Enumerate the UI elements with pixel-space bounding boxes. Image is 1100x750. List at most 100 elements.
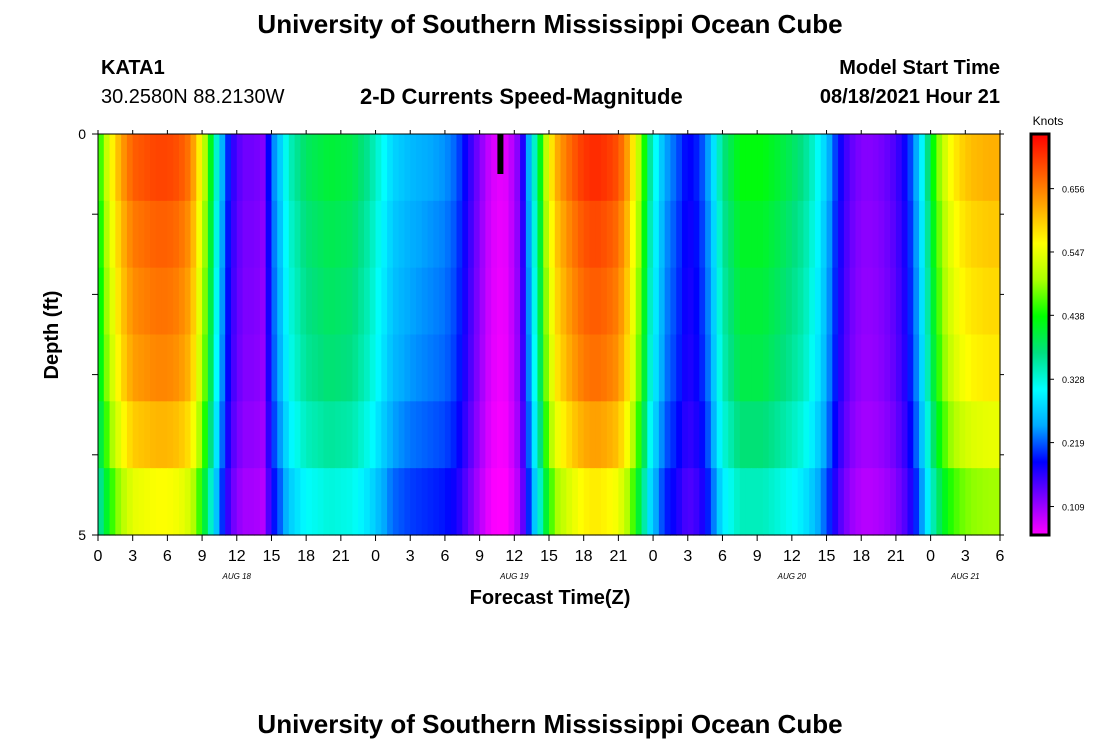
heatmap-cell bbox=[930, 401, 937, 469]
heatmap-cell bbox=[687, 401, 695, 469]
heatmap-cell bbox=[167, 334, 174, 402]
heatmap-cell bbox=[670, 200, 677, 269]
heatmap-cell bbox=[716, 267, 724, 336]
heatmap-cell bbox=[323, 401, 330, 469]
heatmap-cell bbox=[797, 267, 805, 336]
heatmap-cell bbox=[98, 401, 105, 469]
heatmap-cell bbox=[942, 468, 949, 536]
heatmap-cell bbox=[479, 134, 486, 202]
heatmap-cell bbox=[751, 468, 758, 536]
heatmap-cell bbox=[549, 401, 556, 469]
heatmap-cell bbox=[190, 134, 197, 202]
heatmap-cell bbox=[225, 200, 232, 269]
heatmap-cell bbox=[757, 267, 764, 336]
heatmap-cell bbox=[242, 334, 249, 402]
heatmap-cell bbox=[283, 334, 290, 402]
heatmap-cell bbox=[947, 401, 955, 469]
heatmap-cell bbox=[722, 334, 729, 402]
heatmap-cell bbox=[265, 401, 273, 469]
heatmap-cell bbox=[363, 334, 371, 402]
heatmap-cell bbox=[647, 468, 654, 536]
heatmap-cell bbox=[213, 468, 221, 536]
heatmap-cell bbox=[277, 267, 284, 336]
heatmap-cell bbox=[543, 134, 550, 202]
heatmap-cell bbox=[913, 468, 920, 536]
heatmap-cell bbox=[786, 468, 793, 536]
heatmap-cell bbox=[624, 401, 631, 469]
heatmap-cell bbox=[543, 267, 550, 336]
heatmap-cell bbox=[115, 334, 122, 402]
heatmap-cell bbox=[872, 334, 880, 402]
heatmap-cell bbox=[710, 267, 718, 336]
heatmap-cell bbox=[901, 401, 909, 469]
heatmap-cell bbox=[271, 134, 278, 202]
heatmap-cell bbox=[762, 401, 770, 469]
heatmap-cell bbox=[629, 200, 637, 269]
heatmap-cell bbox=[520, 267, 527, 336]
heatmap-cell bbox=[618, 267, 625, 336]
heatmap-cell bbox=[283, 267, 290, 336]
heatmap-cell bbox=[653, 267, 660, 336]
heatmap-cell bbox=[971, 468, 978, 536]
heatmap-cell bbox=[601, 468, 608, 536]
heatmap-cell bbox=[577, 468, 585, 536]
heatmap-cell bbox=[462, 134, 469, 202]
heatmap-cell bbox=[601, 200, 608, 269]
heatmap-cell bbox=[618, 401, 625, 469]
heatmap-cell bbox=[248, 267, 255, 336]
heatmap-cell bbox=[144, 401, 151, 469]
heatmap-cell bbox=[254, 200, 261, 269]
heatmap-cell bbox=[601, 267, 608, 336]
heatmap-cell bbox=[907, 468, 914, 536]
y-tick-label: 0 bbox=[78, 126, 86, 142]
heatmap-cell bbox=[335, 401, 342, 469]
heatmap-cell bbox=[329, 468, 336, 536]
heatmap-cell bbox=[855, 267, 862, 336]
heatmap-cell bbox=[994, 200, 1001, 269]
heatmap-cell bbox=[387, 267, 394, 336]
heatmap-cell bbox=[288, 401, 296, 469]
heatmap-cell bbox=[329, 401, 336, 469]
heatmap-cell bbox=[676, 267, 683, 336]
heatmap-cell bbox=[919, 468, 926, 536]
heatmap-cell bbox=[942, 401, 949, 469]
heatmap-cell bbox=[653, 200, 660, 269]
heatmap-cell bbox=[971, 401, 978, 469]
heatmap-cell bbox=[762, 134, 770, 202]
heatmap-cell bbox=[277, 468, 284, 536]
heatmap-cell bbox=[629, 468, 637, 536]
heatmap-cell bbox=[612, 267, 619, 336]
x-tick-label: 12 bbox=[228, 548, 246, 565]
heatmap-cell bbox=[184, 200, 192, 269]
date-label: AUG 18 bbox=[222, 572, 252, 581]
heatmap-cell bbox=[369, 267, 377, 336]
heatmap-cell bbox=[624, 468, 631, 536]
heatmap-cell bbox=[329, 134, 336, 202]
heatmap-cell bbox=[820, 267, 828, 336]
heatmap-cell bbox=[439, 267, 446, 336]
heatmap-cell bbox=[913, 401, 920, 469]
heatmap-cell bbox=[109, 134, 116, 202]
heatmap-cell bbox=[751, 200, 758, 269]
heatmap-cell bbox=[942, 200, 949, 269]
heatmap-cell bbox=[236, 200, 244, 269]
heatmap-cell bbox=[358, 134, 365, 202]
heatmap-cell bbox=[196, 334, 203, 402]
heatmap-cell bbox=[560, 200, 567, 269]
heatmap-cell bbox=[728, 267, 735, 336]
colorbar-tick-label: 0.438 bbox=[1062, 311, 1085, 321]
heatmap-cell bbox=[855, 134, 862, 202]
heatmap-cell bbox=[259, 334, 267, 402]
heatmap-cell bbox=[468, 134, 475, 202]
heatmap-cell bbox=[306, 401, 313, 469]
heatmap-cell bbox=[444, 468, 452, 536]
heatmap-cell bbox=[369, 468, 377, 536]
heatmap-cell bbox=[277, 200, 284, 269]
heatmap-cell bbox=[381, 200, 388, 269]
x-tick-label: 0 bbox=[371, 548, 380, 565]
heatmap-cell bbox=[930, 334, 937, 402]
heatmap-cell bbox=[398, 200, 406, 269]
heatmap-cell bbox=[98, 468, 105, 536]
heatmap-cell bbox=[838, 267, 845, 336]
heatmap-cell bbox=[728, 334, 735, 402]
